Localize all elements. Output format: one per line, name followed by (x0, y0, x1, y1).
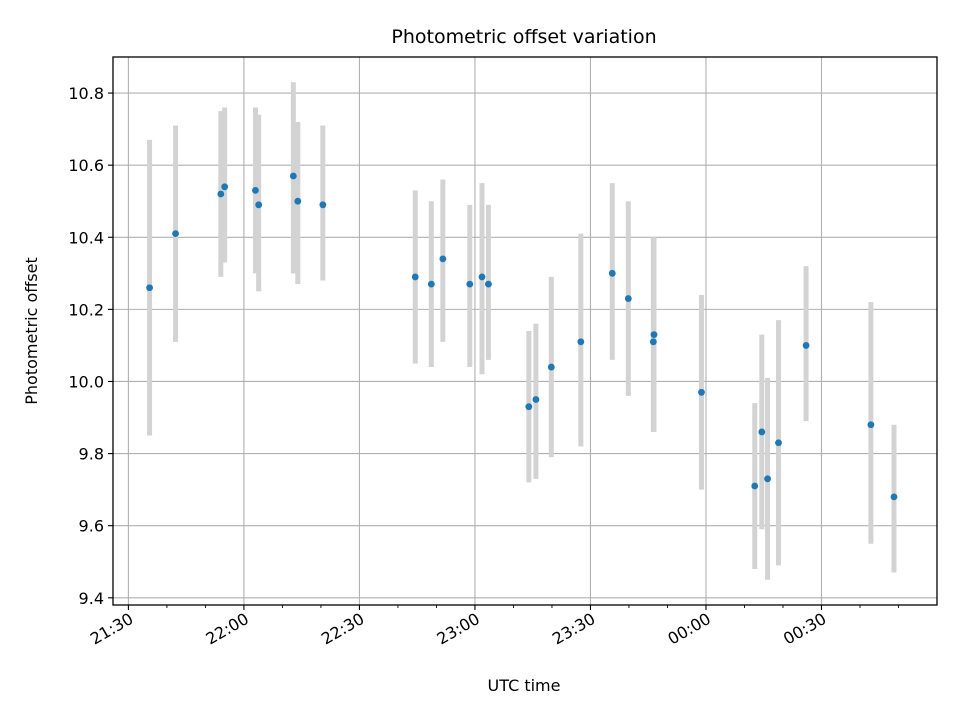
data-point (411, 273, 419, 281)
data-point (775, 439, 782, 447)
data-points (146, 172, 898, 501)
data-point (751, 482, 759, 490)
data-point (608, 269, 616, 277)
data-point (439, 255, 447, 263)
data-point (319, 201, 327, 209)
y-tick-label: 9.8 (79, 445, 104, 464)
grid (113, 57, 937, 605)
y-tick-label: 9.6 (79, 517, 104, 536)
data-point (698, 388, 705, 396)
data-point (252, 186, 259, 194)
y-tick-label: 10.4 (68, 228, 104, 247)
data-point (221, 183, 229, 191)
data-point (758, 428, 766, 436)
y-tick-label: 10.6 (68, 156, 104, 175)
data-point (146, 284, 153, 292)
data-point (294, 197, 302, 205)
data-point (547, 363, 555, 371)
y-axis-label: Photometric offset (22, 257, 41, 405)
data-point (532, 396, 540, 403)
data-point (485, 280, 492, 288)
data-point (217, 190, 225, 198)
data-point (427, 280, 435, 288)
data-point (764, 475, 771, 483)
data-point (890, 493, 898, 501)
y-tick-label: 10.2 (68, 300, 104, 319)
data-point (650, 331, 658, 339)
plot-frame (112, 56, 938, 606)
data-point (802, 342, 810, 349)
chart-title: Photometric offset variation (391, 26, 656, 48)
data-point (289, 172, 297, 180)
data-point (172, 230, 179, 238)
data-point (478, 273, 486, 281)
data-point (466, 280, 474, 288)
y-tick-label: 10.0 (68, 372, 104, 391)
y-tick-label: 9.4 (79, 589, 104, 608)
data-point (649, 338, 657, 346)
x-axis-label: UTC time (488, 676, 561, 695)
data-point (624, 295, 632, 302)
data-point (867, 421, 875, 429)
y-tick-label: 10.8 (68, 84, 104, 103)
data-point (255, 201, 263, 209)
data-point (577, 338, 585, 346)
data-point (525, 403, 533, 411)
